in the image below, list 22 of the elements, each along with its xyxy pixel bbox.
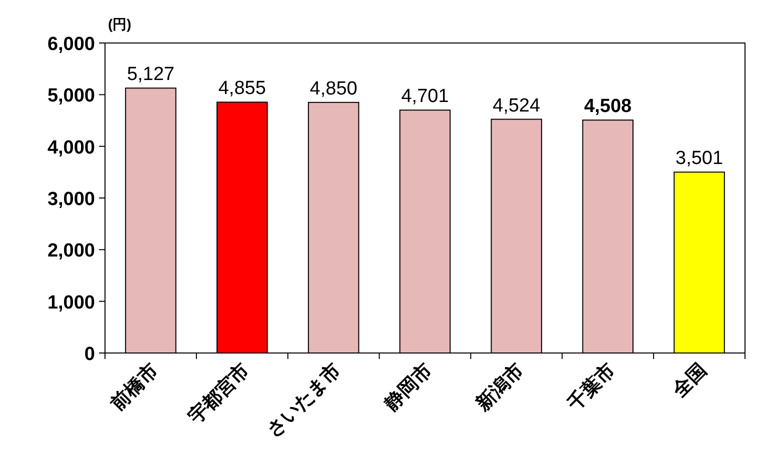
y-axis-title: (円) — [108, 16, 132, 32]
x-tick-label: さいたま市 — [262, 358, 346, 442]
y-tick-label: 0 — [84, 344, 95, 365]
x-tick-label: 新潟市 — [471, 358, 528, 416]
data-label: 3,501 — [676, 148, 724, 170]
data-label: 4,855 — [218, 78, 266, 100]
y-tick-label: 2,000 — [47, 240, 95, 262]
x-tick-label: 静岡市 — [380, 358, 437, 416]
x-tick-label: 宇都宮市 — [184, 358, 254, 428]
y-tick-label: 4,000 — [47, 137, 95, 158]
x-tick-label: 千葉市 — [562, 358, 620, 416]
y-tick-label: 5,000 — [47, 86, 95, 107]
y-tick-label: 1,000 — [47, 292, 95, 314]
x-tick-label: 前橋市 — [106, 358, 162, 416]
data-label: 4,508 — [584, 96, 632, 118]
data-label: 4,524 — [492, 95, 541, 116]
data-label: 4,701 — [401, 86, 449, 108]
y-tick-label: 6,000 — [47, 34, 95, 55]
data-label: 4,850 — [310, 78, 358, 100]
x-tick-label: 全国 — [668, 360, 711, 402]
data-label: 5,127 — [126, 64, 174, 86]
y-tick-label: 3,000 — [47, 189, 95, 210]
